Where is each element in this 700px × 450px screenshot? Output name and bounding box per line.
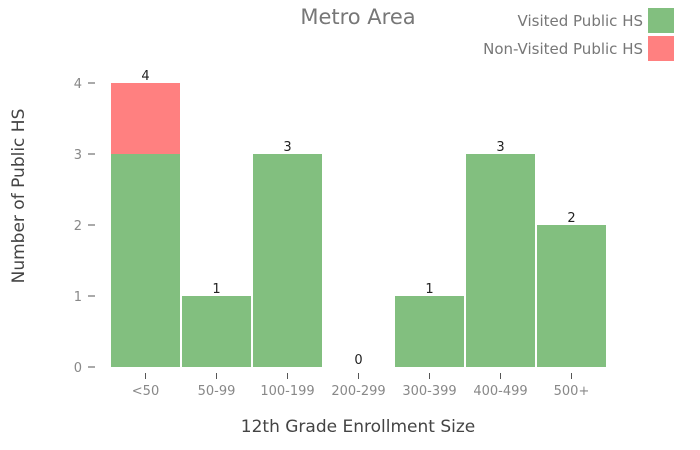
legend-swatch[interactable] — [648, 36, 674, 61]
y-tick-label: 2 — [74, 219, 82, 234]
legend-swatch[interactable] — [648, 8, 674, 33]
bar-visited[interactable] — [537, 225, 606, 367]
x-tick-label: 200-299 — [331, 384, 385, 399]
bar-visited[interactable] — [111, 154, 180, 367]
x-axis-title: 12th Grade Enrollment Size — [241, 417, 475, 437]
legend-label[interactable]: Visited Public HS — [518, 12, 643, 30]
bar-total-label: 2 — [567, 211, 575, 226]
bar-visited[interactable] — [253, 154, 322, 367]
y-tick-label: 1 — [74, 290, 82, 305]
bar-total-label: 4 — [141, 69, 149, 84]
y-tick-label: 0 — [74, 361, 82, 376]
bar-total-label: 1 — [212, 282, 220, 297]
bars — [111, 83, 606, 367]
y-tick-label: 4 — [74, 77, 82, 92]
x-tick-label: 100-199 — [260, 384, 314, 399]
bar-total-label: 0 — [354, 353, 362, 368]
x-axis: <50 50-99 100-199 200-299 300-399 400-499 500+ — [132, 373, 590, 399]
bar-visited[interactable] — [395, 296, 464, 367]
bar-total-label: 3 — [283, 140, 291, 155]
x-tick-label: 50-99 — [198, 384, 236, 399]
legend-label[interactable]: Non-Visited Public HS — [483, 40, 643, 58]
bar-total-label: 3 — [496, 140, 504, 155]
bar-total-label: 1 — [425, 282, 433, 297]
x-tick-label: 300-399 — [402, 384, 456, 399]
bar-visited[interactable] — [466, 154, 535, 367]
x-tick-label: 400-499 — [473, 384, 527, 399]
y-axis-title: Number of Public HS — [9, 109, 29, 284]
x-tick-label: <50 — [132, 384, 159, 399]
chart-title: Metro Area — [300, 5, 415, 29]
y-tick-label: 3 — [74, 148, 82, 163]
bar-non-visited[interactable] — [111, 83, 180, 154]
data-labels: 4 1 3 0 1 3 2 — [141, 69, 575, 368]
x-tick-label: 500+ — [554, 384, 590, 399]
bar-visited[interactable] — [182, 296, 251, 367]
legend[interactable]: Visited Public HS Non-Visited Public HS — [483, 8, 674, 61]
y-axis: 0 1 2 3 4 — [74, 77, 95, 376]
